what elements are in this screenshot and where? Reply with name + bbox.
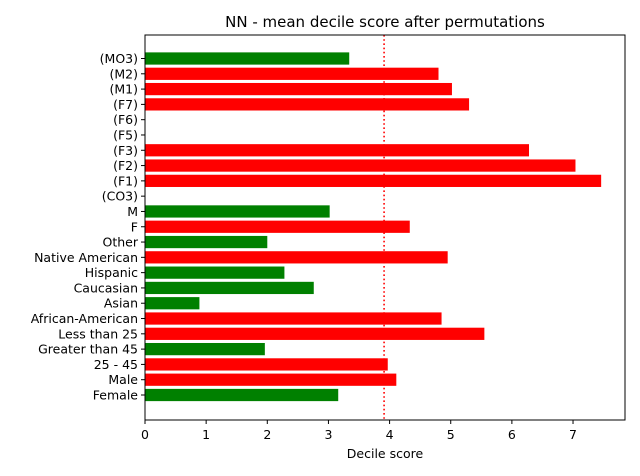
y-tick-label: Other	[103, 235, 139, 250]
x-tick-label: 2	[263, 427, 271, 442]
bar-f	[145, 220, 410, 233]
bar-asian	[145, 297, 200, 310]
y-tick-label: Native American	[34, 250, 138, 265]
y-tick-label: (M2)	[110, 66, 139, 81]
bar-f1	[145, 174, 602, 187]
x-tick-label: 5	[447, 427, 455, 442]
bar-caucasian	[145, 281, 314, 295]
bar-mo3	[145, 52, 350, 65]
y-tick-label: (F5)	[113, 127, 138, 142]
x-tick-label: 6	[508, 427, 516, 442]
x-tick-label: 0	[141, 427, 149, 442]
y-tick-label: (MO3)	[100, 51, 138, 66]
x-tick-label: 1	[202, 427, 210, 442]
y-tick-label: (F2)	[113, 158, 138, 173]
y-tick-label: (F6)	[113, 112, 138, 127]
chart-title: NN - mean decile score after permutation…	[225, 13, 545, 31]
y-tick-label: Caucasian	[74, 280, 138, 295]
x-tick-label: 4	[386, 427, 394, 442]
bar-greater-than-45	[145, 342, 265, 356]
bar-m1	[145, 82, 452, 96]
y-tick-label: Less than 25	[58, 326, 138, 341]
y-tick-label: Greater than 45	[38, 342, 138, 357]
y-tick-label: 25 - 45	[94, 357, 138, 372]
y-tick-label: (M1)	[110, 82, 139, 97]
x-axis-label: Decile score	[347, 446, 424, 461]
y-tick-label: M	[127, 204, 138, 219]
bar-f2	[145, 159, 576, 172]
y-tick-label: F	[131, 219, 138, 234]
y-tick-label: (F3)	[113, 143, 138, 158]
bar-african-american	[145, 312, 442, 325]
bar-less-than-25	[145, 327, 485, 340]
y-tick-label: Female	[93, 388, 139, 403]
bar-25-45	[145, 358, 388, 371]
bar-female	[145, 388, 339, 402]
y-tick-label: Asian	[104, 296, 138, 311]
y-tick-label: Male	[108, 372, 138, 387]
bar-f7	[145, 98, 470, 111]
x-tick-label: 7	[569, 427, 577, 442]
bar-m	[145, 205, 330, 218]
y-tick-label: (CO3)	[102, 189, 138, 204]
bar-native-american	[145, 251, 448, 264]
bar-other	[145, 235, 268, 249]
x-tick-label: 3	[324, 427, 332, 442]
bar-m2	[145, 67, 439, 80]
bars-layer	[145, 52, 602, 402]
bar-hispanic	[145, 266, 285, 279]
bar-f3	[145, 144, 529, 157]
y-tick-label: (F7)	[113, 97, 138, 112]
y-tick-label: Hispanic	[85, 265, 138, 280]
y-tick-label: (F1)	[113, 173, 138, 188]
y-tick-label: African-American	[31, 311, 138, 326]
bar-male	[145, 373, 397, 386]
x-axis-ticks: 0 1 2 3 4 5 6 7	[141, 420, 577, 442]
plot-frame	[144, 34, 626, 421]
